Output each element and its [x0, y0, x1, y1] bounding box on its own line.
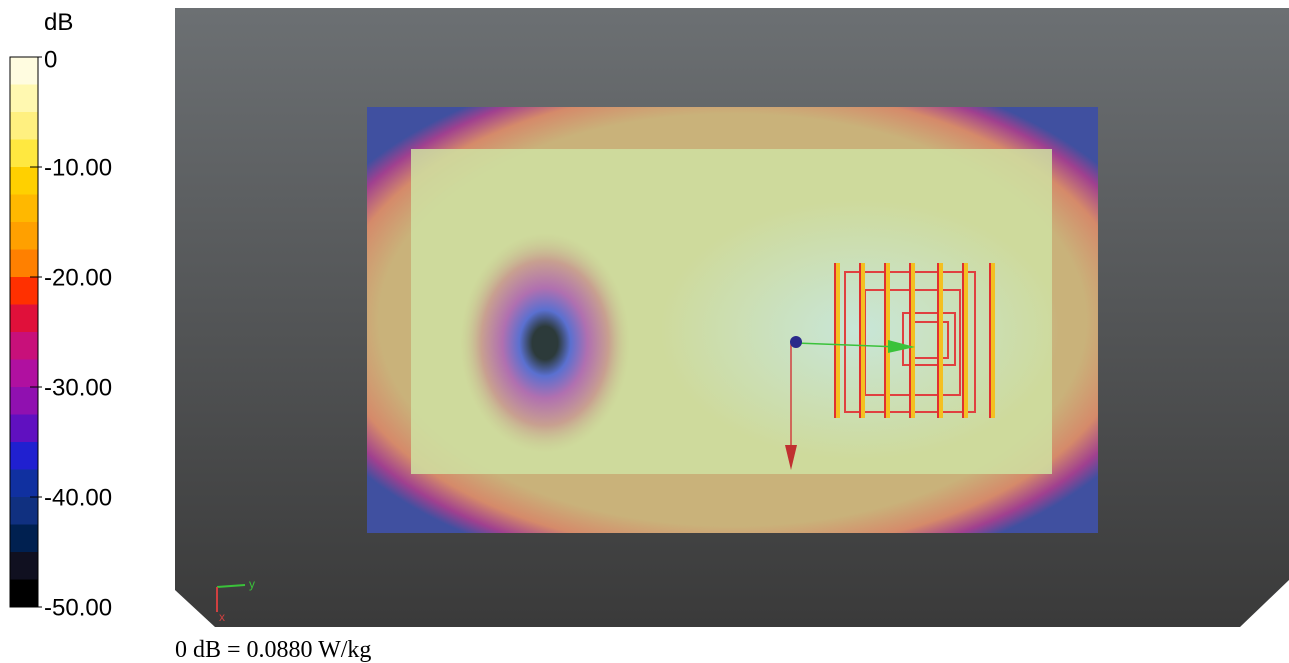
- coil-bar-edge: [859, 263, 861, 418]
- colorbar-swatch: [10, 112, 38, 140]
- hotspot: [460, 233, 630, 453]
- colorbar-tick-label: -10.00: [44, 154, 112, 181]
- coil-bar-edge: [937, 263, 939, 418]
- colorbar-swatch: [10, 277, 38, 305]
- origin: [790, 336, 802, 348]
- x-arrowhead: [785, 445, 797, 470]
- colorbar-tick-label: -50.00: [44, 594, 112, 621]
- coil-bar-edge: [989, 263, 991, 418]
- coil-bar: [834, 263, 840, 418]
- colorbar-swatch: [10, 84, 38, 113]
- colorbar-swatch: [10, 414, 38, 443]
- coil-bars: [834, 263, 995, 418]
- corner: [175, 590, 215, 627]
- coil-bar-edge: [834, 263, 836, 418]
- colorbar-unit: dB: [44, 9, 73, 36]
- colorbar-swatch: [10, 524, 38, 553]
- colorbar-swatch: [10, 167, 38, 195]
- coil-bar: [937, 263, 943, 418]
- coil-bar: [962, 263, 968, 418]
- footnote: 0 dB = 0.0880 W/kg: [175, 637, 371, 663]
- colorbar-swatch: [10, 469, 38, 498]
- corner: [1240, 580, 1289, 627]
- triad-x-label: x: [219, 610, 225, 624]
- colorbar: dB 0 -10.00 -20.00 -30.00 -40.00 -50.00: [9, 9, 112, 621]
- colorbar-swatch: [10, 222, 38, 250]
- colorbar-swatch: [10, 139, 38, 168]
- viewport: y x: [175, 8, 1289, 627]
- triad-y: [216, 584, 246, 588]
- colorbar-tick-label: -30.00: [44, 374, 112, 401]
- coil-bar: [989, 263, 995, 418]
- y-arrow: [795, 342, 901, 348]
- colorbar-swatch: [10, 442, 38, 470]
- colorbar-swatch: [10, 579, 38, 608]
- colorbar-swatch: [10, 249, 38, 278]
- colorbar-swatch: [10, 332, 38, 360]
- colorbar-tick-label: -20.00: [44, 264, 112, 291]
- colorbar-tick-label: 0: [44, 46, 57, 73]
- colorbar-frame: [9, 56, 39, 608]
- colorbar-swatch: [10, 552, 38, 580]
- colorbar-swatch: [10, 497, 38, 525]
- colorbar-tick-label: -40.00: [44, 484, 112, 511]
- colorbar-swatch: [10, 359, 38, 388]
- coil-bar: [884, 263, 890, 418]
- coil-bar-edge: [962, 263, 964, 418]
- colorbar-swatch: [10, 387, 38, 415]
- y-arrowhead: [888, 340, 915, 353]
- colorbar-swatch: [10, 304, 38, 333]
- triad-y-label: y: [249, 577, 255, 591]
- coil-bar-edge: [909, 263, 911, 418]
- coil-bar-edge: [884, 263, 886, 418]
- coil-bar: [909, 263, 915, 418]
- colorbar-swatch: [10, 194, 38, 223]
- colorbar-swatch: [10, 57, 38, 85]
- coil-bar: [859, 263, 865, 418]
